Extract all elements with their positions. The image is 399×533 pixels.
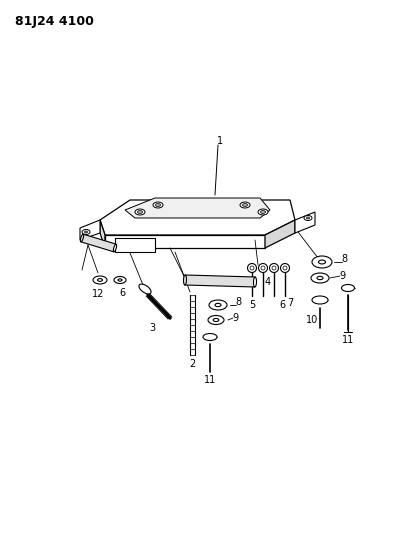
Text: 7: 7 [287,298,293,308]
Ellipse shape [113,244,117,252]
Ellipse shape [312,296,328,304]
Text: 2: 2 [189,359,195,369]
Text: 81J24 4100: 81J24 4100 [15,15,94,28]
Ellipse shape [250,266,254,270]
Polygon shape [105,235,265,248]
Text: 6: 6 [119,288,125,298]
Text: 4: 4 [265,277,271,287]
Polygon shape [295,212,315,233]
Ellipse shape [85,231,87,233]
Polygon shape [81,234,116,252]
Ellipse shape [156,204,160,206]
Text: 11: 11 [342,335,354,345]
Polygon shape [80,220,100,240]
Text: 5: 5 [249,300,255,310]
Ellipse shape [253,277,257,287]
Ellipse shape [97,279,103,281]
Ellipse shape [259,263,267,272]
Ellipse shape [304,215,312,221]
Ellipse shape [80,234,84,242]
Polygon shape [115,238,155,252]
Text: 6: 6 [279,300,285,310]
Ellipse shape [118,279,122,281]
Polygon shape [100,220,105,248]
Ellipse shape [203,334,217,341]
Ellipse shape [93,276,107,284]
Text: 1: 1 [217,136,223,146]
Ellipse shape [82,230,90,235]
Ellipse shape [209,300,227,310]
Ellipse shape [280,263,290,272]
Ellipse shape [139,284,151,294]
Ellipse shape [269,263,279,272]
Ellipse shape [311,273,329,283]
Ellipse shape [318,260,326,264]
Polygon shape [125,198,270,218]
Ellipse shape [261,266,265,270]
Ellipse shape [114,277,126,284]
Text: 11: 11 [204,375,216,385]
Polygon shape [265,220,295,248]
Ellipse shape [342,285,354,292]
Ellipse shape [247,263,257,272]
Polygon shape [185,275,255,287]
Ellipse shape [215,303,221,306]
Text: 9: 9 [232,313,238,323]
Ellipse shape [261,211,265,214]
Text: 9: 9 [339,271,345,281]
Ellipse shape [317,276,323,280]
Ellipse shape [272,266,276,270]
Ellipse shape [312,256,332,268]
Ellipse shape [135,209,145,215]
Text: 3: 3 [149,323,155,333]
Text: 12: 12 [92,289,104,299]
Ellipse shape [243,204,247,206]
Text: 10: 10 [306,315,318,325]
Text: 8: 8 [341,254,347,264]
Text: 8: 8 [235,297,241,307]
Ellipse shape [213,318,219,321]
Ellipse shape [258,209,268,215]
Ellipse shape [283,266,287,270]
Ellipse shape [138,211,142,214]
Ellipse shape [306,217,310,219]
Ellipse shape [184,275,186,285]
Ellipse shape [153,202,163,208]
Ellipse shape [240,202,250,208]
Polygon shape [100,200,295,235]
Ellipse shape [208,316,224,325]
